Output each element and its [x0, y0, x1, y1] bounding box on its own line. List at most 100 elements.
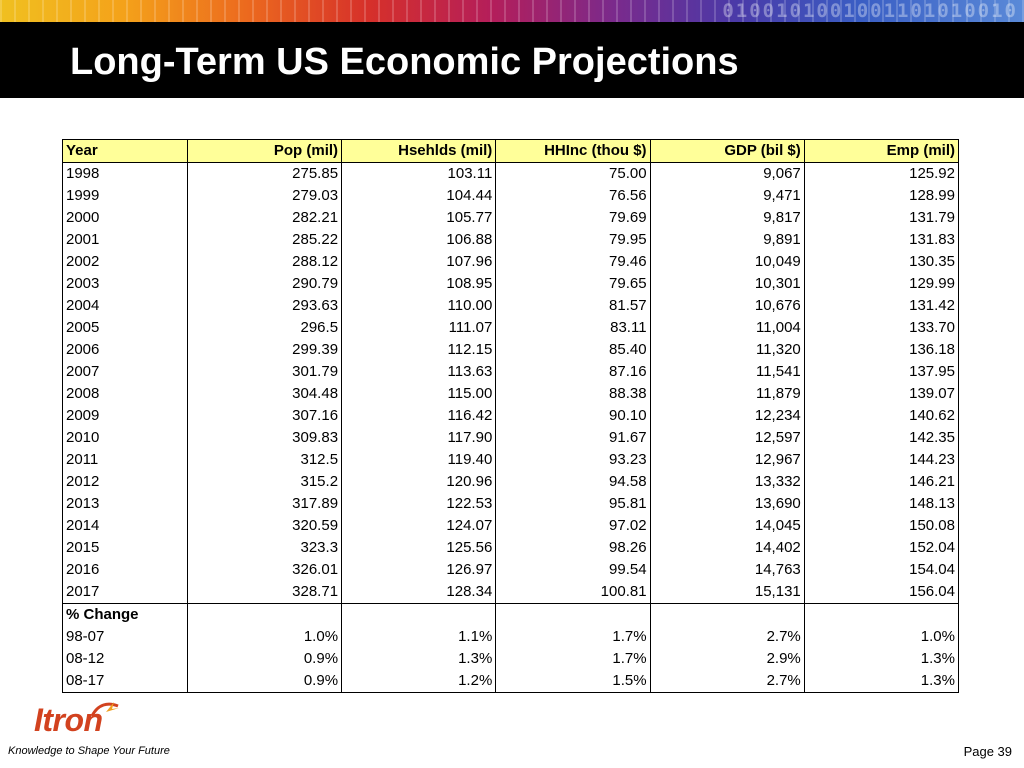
- table-cell: 75.00: [495, 162, 651, 185]
- table-cell: 152.04: [803, 537, 960, 559]
- row-label: 2004: [62, 295, 188, 317]
- table-cell: 288.12: [186, 251, 343, 273]
- table-cell: 12,234: [649, 405, 805, 427]
- row-label: 2007: [62, 361, 188, 383]
- table-row: 2010 309.83 117.90 91.67 12,597 142.35: [62, 427, 960, 449]
- table-cell: 309.83: [186, 427, 343, 449]
- table-cell: 133.70: [803, 317, 960, 339]
- table-cell: 1.3%: [803, 670, 960, 693]
- table-cell: 97.02: [495, 515, 651, 537]
- table-cell: 112.15: [341, 339, 497, 361]
- table-cell: 142.35: [803, 427, 960, 449]
- table-cell: 90.10: [495, 405, 651, 427]
- table-row: 2001 285.22 106.88 79.95 9,891 131.83: [62, 229, 960, 251]
- table-cell: 1.5%: [495, 670, 651, 693]
- table-cell: 10,301: [649, 273, 805, 295]
- table-cell: 79.46: [495, 251, 651, 273]
- table-cell: 10,676: [649, 295, 805, 317]
- table-cell: 1.7%: [495, 648, 651, 670]
- table-cell: 85.40: [495, 339, 651, 361]
- table-cell: 11,879: [649, 383, 805, 405]
- column-header-emp: Emp (mil): [803, 139, 960, 163]
- table-cell: 79.69: [495, 207, 651, 229]
- table-row: 2006 299.39 112.15 85.40 11,320 136.18: [62, 339, 960, 361]
- table-cell: 12,967: [649, 449, 805, 471]
- table-cell: 130.35: [803, 251, 960, 273]
- table-cell: 108.95: [341, 273, 497, 295]
- change-heading: % Change: [62, 603, 188, 626]
- change-row: 08-17 0.9% 1.2% 1.5% 2.7% 1.3%: [62, 670, 960, 693]
- table-cell: 13,690: [649, 493, 805, 515]
- table-row: 2005 296.5 111.07 83.11 11,004 133.70: [62, 317, 960, 339]
- table-cell: 124.07: [341, 515, 497, 537]
- table-cell: 105.77: [341, 207, 497, 229]
- table-cell: 9,891: [649, 229, 805, 251]
- itron-logo: Itron: [22, 700, 162, 742]
- table-cell: 326.01: [186, 559, 343, 581]
- table-cell: 99.54: [495, 559, 651, 581]
- table-cell: 11,004: [649, 317, 805, 339]
- row-label: 2002: [62, 251, 188, 273]
- table-cell: 307.16: [186, 405, 343, 427]
- table-cell: 131.79: [803, 207, 960, 229]
- row-label: 98-07: [62, 626, 188, 648]
- table-cell: [186, 603, 343, 626]
- row-label: 08-17: [62, 670, 188, 693]
- table-cell: 2.7%: [649, 670, 805, 693]
- table-cell: 301.79: [186, 361, 343, 383]
- row-label: 2013: [62, 493, 188, 515]
- table-cell: 9,067: [649, 162, 805, 185]
- table-cell: 275.85: [186, 162, 343, 185]
- table-cell: 1.0%: [803, 626, 960, 648]
- table-cell: 9,471: [649, 185, 805, 207]
- table-header-row: Year Pop (mil) Hsehlds (mil) HHInc (thou…: [62, 139, 960, 163]
- column-header-year: Year: [62, 139, 188, 163]
- table-cell: 125.92: [803, 162, 960, 185]
- table-row: 2017 328.71 128.34 100.81 15,131 156.04: [62, 581, 960, 604]
- table-cell: 14,402: [649, 537, 805, 559]
- table-cell: 115.00: [341, 383, 497, 405]
- table-cell: 12,597: [649, 427, 805, 449]
- table-cell: 93.23: [495, 449, 651, 471]
- table-cell: 290.79: [186, 273, 343, 295]
- table-row: 2012 315.2 120.96 94.58 13,332 146.21: [62, 471, 960, 493]
- row-label: 2006: [62, 339, 188, 361]
- table-cell: 315.2: [186, 471, 343, 493]
- table-cell: 293.63: [186, 295, 343, 317]
- table-cell: 1.2%: [341, 670, 497, 693]
- table-row: 2015 323.3 125.56 98.26 14,402 152.04: [62, 537, 960, 559]
- table-cell: 98.26: [495, 537, 651, 559]
- table-cell: 282.21: [186, 207, 343, 229]
- change-heading-row: % Change: [62, 603, 960, 626]
- table-cell: 14,763: [649, 559, 805, 581]
- table-row: 2013 317.89 122.53 95.81 13,690 148.13: [62, 493, 960, 515]
- table-cell: 122.53: [341, 493, 497, 515]
- table-cell: 156.04: [803, 581, 960, 604]
- table-cell: 1.0%: [186, 626, 343, 648]
- table-cell: 13,332: [649, 471, 805, 493]
- table-cell: 87.16: [495, 361, 651, 383]
- table-row: 2011 312.5 119.40 93.23 12,967 144.23: [62, 449, 960, 471]
- table-cell: 103.11: [341, 162, 497, 185]
- spark-icon: [90, 702, 119, 717]
- row-label: 2003: [62, 273, 188, 295]
- table-cell: 100.81: [495, 581, 651, 604]
- table-cell: 15,131: [649, 581, 805, 604]
- table-cell: 0.9%: [186, 648, 343, 670]
- column-header-pop: Pop (mil): [186, 139, 343, 163]
- table-cell: 1.1%: [341, 626, 497, 648]
- table-cell: 131.83: [803, 229, 960, 251]
- table-cell: 95.81: [495, 493, 651, 515]
- row-label: 1999: [62, 185, 188, 207]
- table-cell: 9,817: [649, 207, 805, 229]
- row-label: 1998: [62, 162, 188, 185]
- table-cell: 81.57: [495, 295, 651, 317]
- table-row: 2009 307.16 116.42 90.10 12,234 140.62: [62, 405, 960, 427]
- table-change-body: % Change 98-07 1.0% 1.1% 1.7% 2.7% 1.0% 08-12 0…: [62, 603, 960, 693]
- table-cell: 79.95: [495, 229, 651, 251]
- table-cell: 128.34: [341, 581, 497, 604]
- table-cell: 131.42: [803, 295, 960, 317]
- table-cell: 328.71: [186, 581, 343, 604]
- table-cell: 2.9%: [649, 648, 805, 670]
- table-cell: 14,045: [649, 515, 805, 537]
